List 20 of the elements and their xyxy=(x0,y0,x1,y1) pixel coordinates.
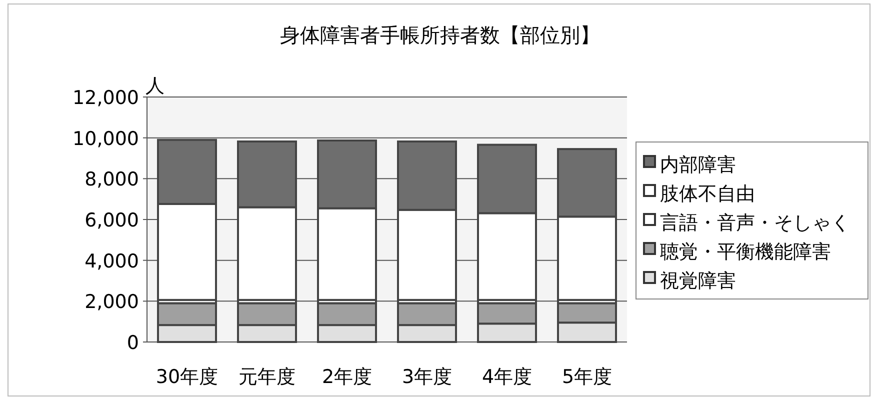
chart-title: 身体障害者手帳所持者数【部位別】 xyxy=(280,23,600,47)
text: 肢体不自由 xyxy=(660,183,755,205)
y-tick-label: 10,000 xyxy=(72,128,139,150)
x-tick-label: 5年度 xyxy=(562,366,612,388)
x-tick-label: 3年度 xyxy=(402,366,452,388)
y-tick-label: 2,000 xyxy=(84,291,139,314)
y-tick-label: 0 xyxy=(126,332,139,354)
y-tick-label: 8,000 xyxy=(84,168,139,191)
x-tick-label: 2年度 xyxy=(322,366,372,388)
x-tick-label: 30年度 xyxy=(156,366,218,388)
x-tick-label: 4年度 xyxy=(482,366,532,388)
y-axis-title: 人 xyxy=(146,75,164,97)
x-tick-label: 元年度 xyxy=(238,366,296,388)
text: 言語・音声・そしゃく xyxy=(660,212,850,234)
legend-label: 視覚障害 xyxy=(660,270,736,292)
y-tick-label: 4,000 xyxy=(84,250,139,272)
legend-label: 内部障害 xyxy=(660,154,736,176)
y-tick-label: 6,000 xyxy=(84,210,139,232)
y-tick-label: 12,000 xyxy=(72,87,139,109)
legend-label: 聴覚・平衡機能障害 xyxy=(660,241,831,263)
